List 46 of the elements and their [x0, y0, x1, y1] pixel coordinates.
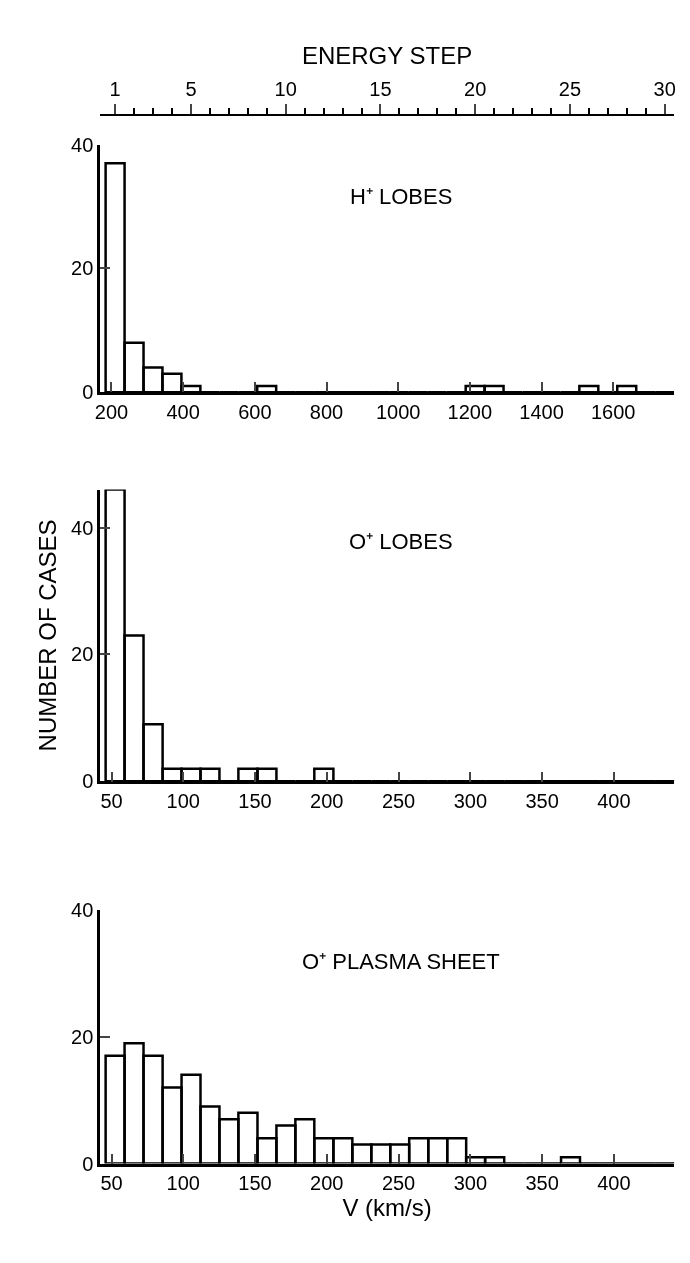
y-tick-label: 40 — [71, 133, 94, 156]
x-tick-label: 50 — [100, 790, 123, 813]
x2-axis-title: ENERGY STEP — [301, 41, 473, 69]
x-tick-label: 400 — [166, 400, 200, 423]
y-tick-label: 20 — [71, 643, 94, 666]
x-tick-label: 350 — [525, 1172, 559, 1195]
x-tick-label: 200 — [310, 1172, 344, 1195]
x-tick-label: 400 — [597, 790, 631, 813]
y-tick-label: 0 — [82, 770, 94, 793]
x-tick-label: 1200 — [447, 400, 493, 423]
x-tick-label: 250 — [381, 790, 416, 813]
x-tick-label: 1600 — [590, 400, 636, 423]
y-tick-label: 20 — [71, 1025, 94, 1048]
x-tick-label: 1400 — [519, 400, 564, 423]
x2-tick-label: 5 — [185, 78, 197, 101]
x-tick-label: 250 — [381, 1172, 416, 1195]
x-axis-title: V (km/s) — [342, 1194, 432, 1222]
x-tick-label: 150 — [238, 1172, 272, 1195]
x2-tick-label: 25 — [558, 78, 582, 101]
x-tick-label: 50 — [100, 1172, 123, 1195]
x-tick-label: 600 — [238, 400, 272, 423]
x2-tick-label: 1 — [109, 78, 121, 101]
y-tick-label: 0 — [82, 1152, 94, 1175]
y-axis-title: NUMBER OF CASES — [34, 519, 62, 752]
x-tick-label: 1000 — [375, 400, 421, 423]
y-tick-label: 0 — [82, 381, 94, 404]
text: O⁺ LOBES — [349, 529, 453, 554]
y-tick-label: 20 — [71, 257, 94, 280]
x-tick-label: 200 — [94, 400, 129, 423]
x-tick-label: 100 — [166, 1172, 200, 1195]
text: H⁺ LOBES — [350, 184, 453, 209]
x-tick-label: 800 — [309, 400, 344, 423]
x2-tick-label: 15 — [369, 78, 392, 101]
x-tick-label: 100 — [166, 790, 200, 813]
x-tick-label: 400 — [597, 1172, 631, 1195]
x-tick-label: 300 — [453, 1172, 488, 1195]
x2-tick-label: 20 — [464, 78, 487, 101]
y-tick-label: 40 — [71, 899, 94, 922]
x-tick-label: 350 — [525, 790, 559, 813]
x-tick-label: 150 — [238, 790, 272, 813]
x2-tick-label: 10 — [274, 78, 297, 101]
text: O⁺ PLASMA SHEET — [302, 949, 500, 974]
y-tick-label: 40 — [71, 516, 94, 539]
x-tick-label: 200 — [310, 790, 344, 813]
x2-tick-label: 30 — [653, 78, 676, 101]
x-tick-label: 300 — [453, 790, 488, 813]
